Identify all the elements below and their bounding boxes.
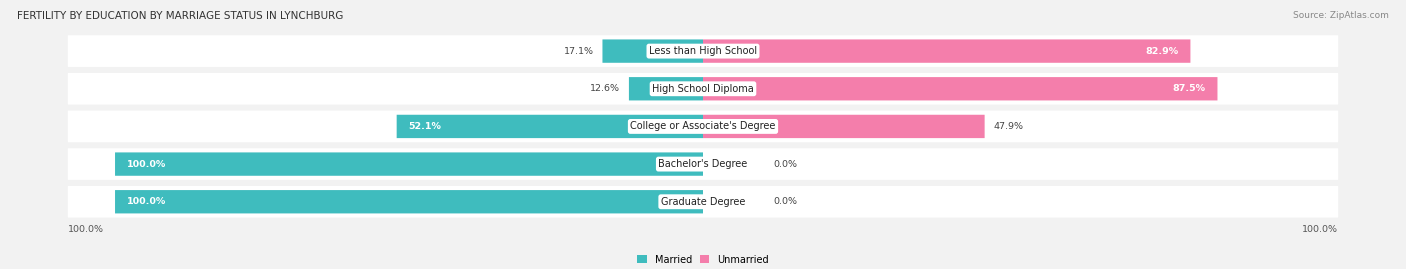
Text: 52.1%: 52.1%: [408, 122, 441, 131]
FancyBboxPatch shape: [67, 35, 1339, 67]
Text: Less than High School: Less than High School: [650, 46, 756, 56]
Text: FERTILITY BY EDUCATION BY MARRIAGE STATUS IN LYNCHBURG: FERTILITY BY EDUCATION BY MARRIAGE STATU…: [17, 11, 343, 21]
Text: 100.0%: 100.0%: [67, 225, 104, 234]
FancyBboxPatch shape: [396, 115, 703, 138]
Text: 82.9%: 82.9%: [1146, 47, 1178, 56]
Text: 0.0%: 0.0%: [773, 197, 797, 206]
Text: 100.0%: 100.0%: [1302, 225, 1339, 234]
FancyBboxPatch shape: [703, 40, 1191, 63]
Text: Graduate Degree: Graduate Degree: [661, 197, 745, 207]
FancyBboxPatch shape: [67, 73, 1339, 105]
Text: 17.1%: 17.1%: [564, 47, 593, 56]
Text: 87.5%: 87.5%: [1173, 84, 1206, 93]
FancyBboxPatch shape: [703, 115, 984, 138]
FancyBboxPatch shape: [67, 186, 1339, 218]
Text: Source: ZipAtlas.com: Source: ZipAtlas.com: [1294, 11, 1389, 20]
FancyBboxPatch shape: [115, 190, 703, 213]
Text: Bachelor's Degree: Bachelor's Degree: [658, 159, 748, 169]
Text: 0.0%: 0.0%: [773, 160, 797, 169]
FancyBboxPatch shape: [602, 40, 703, 63]
FancyBboxPatch shape: [67, 148, 1339, 180]
Text: High School Diploma: High School Diploma: [652, 84, 754, 94]
FancyBboxPatch shape: [628, 77, 703, 100]
Legend: Married, Unmarried: Married, Unmarried: [633, 251, 773, 268]
FancyBboxPatch shape: [703, 77, 1218, 100]
Text: 100.0%: 100.0%: [127, 197, 166, 206]
Text: 100.0%: 100.0%: [127, 160, 166, 169]
FancyBboxPatch shape: [67, 111, 1339, 142]
Text: College or Associate's Degree: College or Associate's Degree: [630, 121, 776, 132]
FancyBboxPatch shape: [115, 153, 703, 176]
Text: 47.9%: 47.9%: [994, 122, 1024, 131]
Text: 12.6%: 12.6%: [591, 84, 620, 93]
